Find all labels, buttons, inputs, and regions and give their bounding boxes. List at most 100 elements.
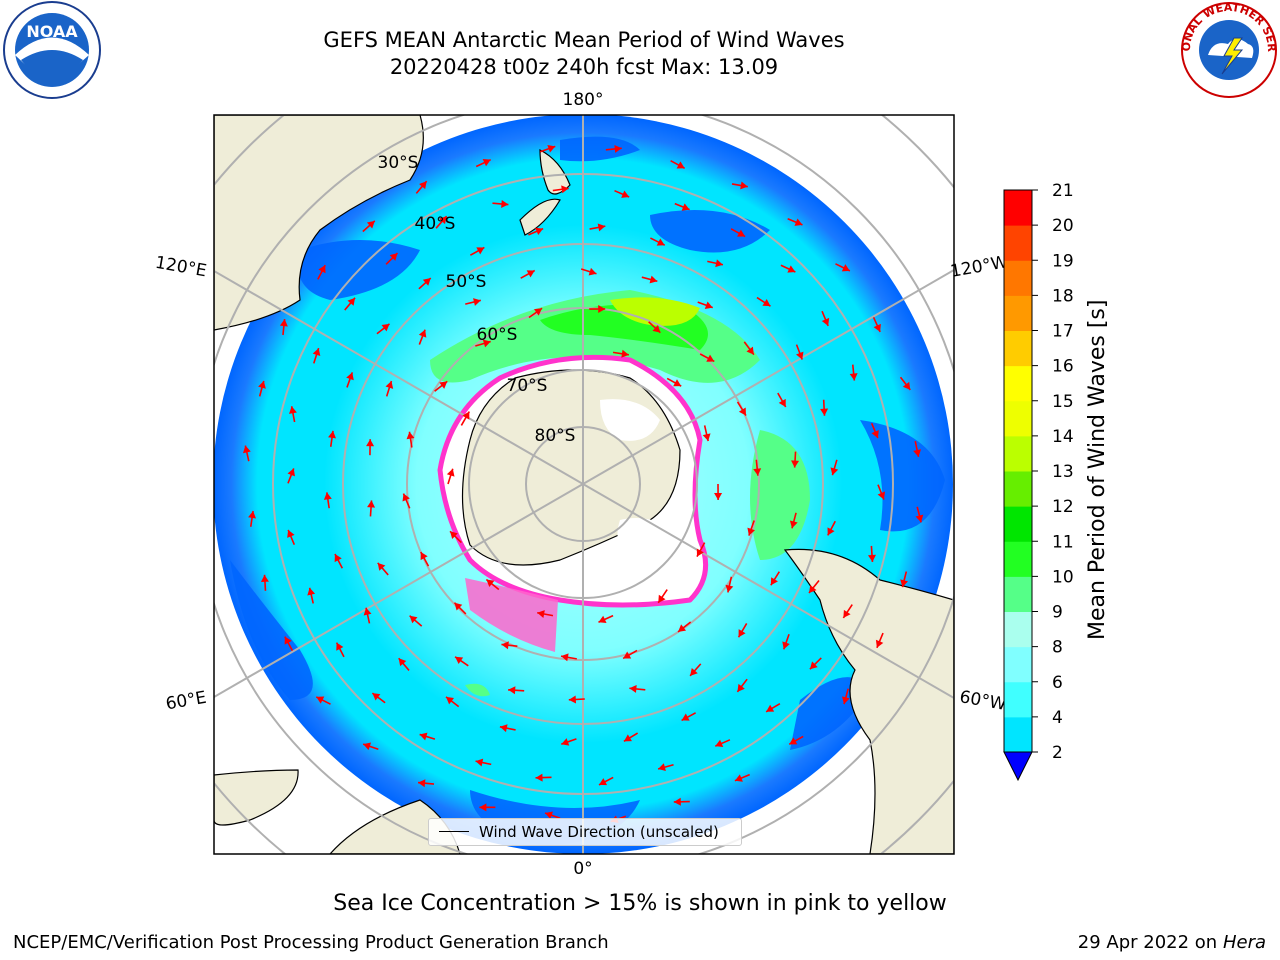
wave-arrow-head (597, 223, 606, 232)
lon-label-120e: 120°E (154, 253, 208, 282)
wave-arrow-head (248, 510, 257, 519)
colorbar-tick-label: 4 (1052, 708, 1063, 728)
wave-arrow-head (913, 449, 922, 457)
colorbar-segment (1004, 541, 1032, 577)
wave-arrow-head (598, 305, 606, 314)
wave-arrow-head (621, 190, 630, 198)
wave-arrow-head (702, 433, 711, 442)
wave-arrow-head (738, 629, 746, 638)
wave-arrow-head (501, 641, 509, 650)
wave-arrow-head (482, 339, 491, 348)
map-frame (213, 114, 955, 855)
wave-arrow-head (598, 615, 607, 623)
colorbar-tick-label: 19 (1052, 251, 1074, 271)
wave-arrow-head (808, 585, 817, 594)
wave-arrow-head (381, 323, 390, 332)
wave-arrow-head (629, 684, 637, 693)
wave-arrow-head (499, 724, 508, 733)
colorbar-tick-label: 13 (1052, 462, 1074, 482)
wave-arrow-head (915, 514, 924, 523)
wave-arrow-head (260, 574, 269, 583)
machine-name: Hera (1222, 932, 1266, 953)
wave-arrow-head (875, 639, 884, 648)
wave-arrow-head (323, 492, 332, 500)
wave-arrow-head (649, 275, 658, 284)
wave-arrow-head (284, 636, 292, 645)
colorbar: 2 4 6 8 9 10 11 12 13 14 15 16 17 18 19 20 21 (1003, 181, 1074, 782)
wave-arrow-head (658, 763, 666, 772)
colorbar-segment (1004, 611, 1032, 648)
colorbar-segment (1004, 646, 1032, 683)
wave-arrow-head (762, 299, 771, 307)
wave-arrow-head (678, 624, 687, 632)
wave-arrow-head (623, 651, 632, 659)
wave-arrow-head (450, 531, 458, 540)
sea-ice-note: Sea Ice Concentration > 15% is shown in … (333, 891, 947, 916)
land-masses (214, 115, 954, 854)
wave-arrow-head (830, 467, 839, 476)
wave-arrow-head (696, 548, 704, 557)
wave-arrow-head (402, 493, 410, 502)
wave-arrow-head (258, 380, 266, 389)
wave-arrow-head (409, 615, 418, 624)
colorbar-tick-label: 10 (1052, 567, 1074, 587)
wave-arrow-head (841, 696, 850, 705)
colorbar-tick-label: 9 (1052, 603, 1063, 623)
wave-arrow-head (778, 398, 786, 407)
colorbar-segment (1004, 225, 1032, 261)
wave-arrow-head (419, 732, 428, 741)
wave-arrow-head (877, 491, 886, 500)
wave-arrow-head (871, 430, 879, 439)
noaa-logo: NOAA (3, 1, 101, 99)
wave-arrow-head (599, 778, 608, 786)
colorbar-segment (1004, 471, 1032, 507)
wave-arrow-head (389, 253, 398, 261)
wave-arrow-head (419, 181, 427, 190)
noaa-logo-text: NOAA (26, 22, 78, 41)
wave-arrow-head (287, 468, 295, 477)
wave-arrow-head (737, 683, 745, 692)
colorbar-segment (1004, 295, 1032, 331)
wave-arrow-head (534, 308, 543, 316)
colorbar-segment (1004, 506, 1032, 542)
wave-arrow-head (346, 372, 354, 381)
wave-arrow-head (418, 329, 427, 338)
wave-arrow-head (422, 278, 431, 286)
colorbar-tick-label: 12 (1052, 497, 1074, 517)
wave-arrow-head (623, 734, 632, 742)
credit-text: NCEP/EMC/Verification Post Processing Pr… (13, 932, 609, 953)
wave-arrow-head (902, 381, 911, 390)
wave-arrow-head (418, 779, 426, 788)
wave-arrow-head (473, 298, 481, 306)
date-stamp: 29 Apr 2022 on Hera (1078, 932, 1266, 953)
date-text: 29 Apr 2022 on (1077, 932, 1223, 953)
wave-arrow-head (312, 348, 321, 357)
wave-arrow-head (673, 797, 681, 806)
lat-label-60s: 60°S (477, 325, 518, 345)
wave-arrow-head (789, 737, 798, 745)
weddell-ice-shelf (617, 518, 700, 577)
lat-label-80s: 80°S (535, 426, 576, 446)
wave-arrow-head (475, 758, 484, 767)
wave-arrow-head (706, 354, 715, 362)
wave-arrow-head (794, 218, 803, 226)
sea-ice-weddell (465, 578, 558, 652)
wave-arrow-head (714, 492, 723, 500)
colorbar-tick-label: 20 (1052, 216, 1074, 236)
wave-arrow-head (747, 527, 755, 536)
colorbar-segment (1004, 435, 1032, 472)
graticule (214, 115, 954, 854)
colorbar-segment (1004, 681, 1032, 718)
wave-arrow-head (868, 554, 876, 562)
lon-label-0: 0° (573, 859, 592, 879)
wave-arrow-head (820, 408, 829, 416)
colorbar-tick-label: 17 (1052, 322, 1074, 342)
wave-arrow-head (652, 324, 661, 333)
new-zealand-north (539, 149, 571, 195)
colorbar-tick-label: 8 (1052, 638, 1063, 658)
wave-arrow-head (690, 667, 698, 676)
wave-arrow-head (770, 577, 778, 586)
colorbar-segment (1004, 365, 1032, 402)
wave-arrow-head (385, 381, 394, 389)
